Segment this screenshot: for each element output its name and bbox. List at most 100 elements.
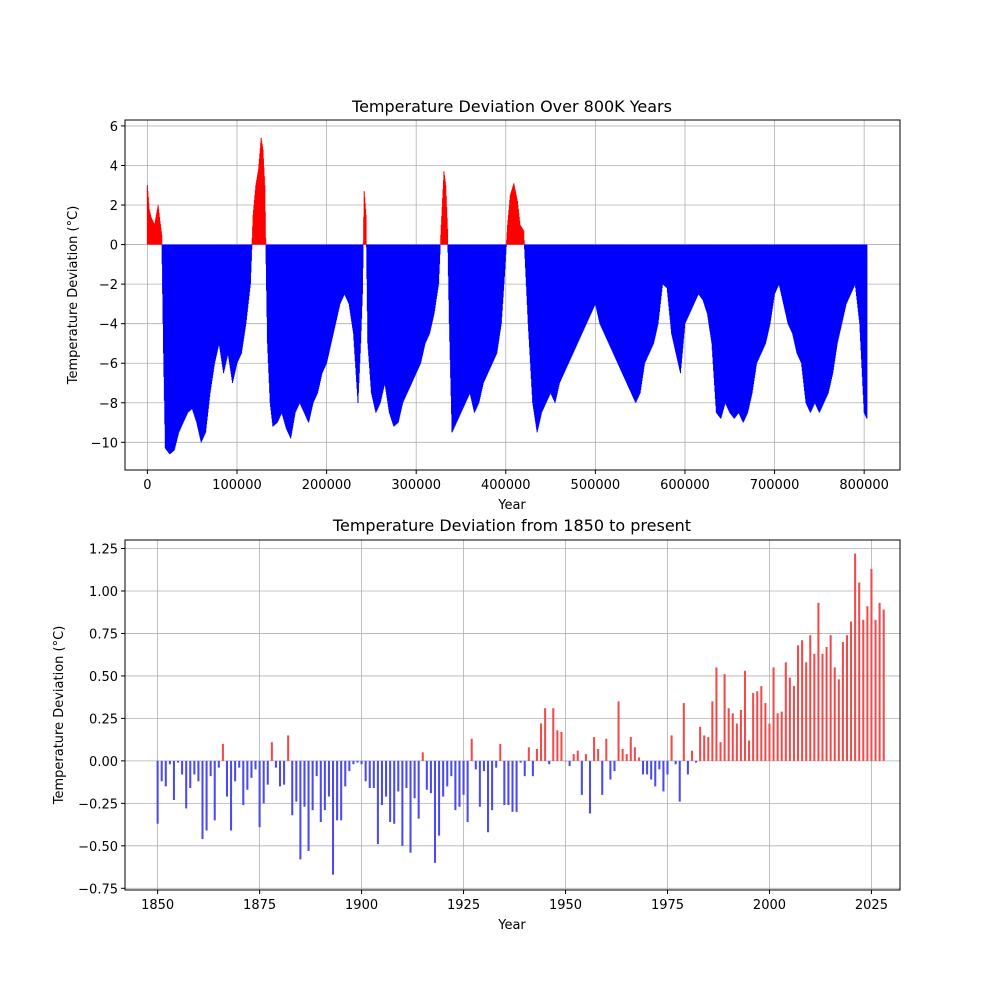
y-tick-label: −10 xyxy=(91,436,118,451)
bar xyxy=(833,667,836,761)
y-axis-label: Temperature Deviation (°C) xyxy=(66,206,81,386)
bar xyxy=(858,582,861,761)
bar xyxy=(327,760,330,797)
bar xyxy=(364,760,367,782)
bar xyxy=(177,760,180,763)
x-tick-label: 100000 xyxy=(212,478,262,493)
bar xyxy=(352,760,355,765)
bar xyxy=(674,760,677,765)
bar xyxy=(401,760,404,846)
bar xyxy=(654,760,657,787)
bar xyxy=(319,760,322,823)
bar xyxy=(283,760,286,785)
bar xyxy=(535,748,538,761)
x-tick-label: 500000 xyxy=(571,478,621,493)
bar xyxy=(340,760,343,821)
bar xyxy=(719,742,722,761)
bar xyxy=(372,760,375,789)
bar xyxy=(788,677,791,761)
bar xyxy=(221,743,224,761)
bar xyxy=(205,760,208,831)
bar xyxy=(368,760,371,789)
bar xyxy=(323,760,326,811)
bar xyxy=(866,606,869,761)
y-tick-label: 1.25 xyxy=(89,542,118,557)
bar xyxy=(588,760,592,814)
bar xyxy=(503,760,506,806)
y-tick-label: −0.75 xyxy=(78,882,118,897)
bar xyxy=(584,754,587,761)
bar xyxy=(678,760,681,802)
bar xyxy=(336,760,339,821)
bar xyxy=(462,760,465,795)
bar xyxy=(193,760,196,775)
bar xyxy=(246,760,249,790)
bar xyxy=(760,686,763,761)
bar xyxy=(197,760,200,782)
bar xyxy=(544,708,547,761)
x-tick-label: 1850 xyxy=(141,898,174,913)
x-tick-label: 2000 xyxy=(753,898,786,913)
plot-frame xyxy=(124,539,901,891)
bar xyxy=(421,752,424,761)
bar xyxy=(784,662,787,761)
bar xyxy=(617,701,620,761)
bar xyxy=(429,760,432,794)
bar xyxy=(446,760,449,787)
bar xyxy=(360,760,363,765)
y-axis-label: Temperature Deviation (°C) xyxy=(52,626,67,806)
y-tick-label: 0.75 xyxy=(89,627,118,642)
bar xyxy=(621,748,624,761)
bar xyxy=(540,723,543,761)
bar xyxy=(348,760,351,772)
x-tick-label: 1950 xyxy=(549,898,582,913)
bar xyxy=(478,760,481,807)
bar xyxy=(637,757,640,761)
bar xyxy=(238,760,241,768)
x-tick-label: 1925 xyxy=(447,898,480,913)
bar xyxy=(225,760,228,797)
chart-title: Temperature Deviation Over 800K Years xyxy=(351,97,672,116)
bar xyxy=(568,760,571,766)
bars xyxy=(156,553,885,875)
y-tick-label: 2 xyxy=(110,199,118,214)
x-tick-label: 300000 xyxy=(391,478,441,493)
bar xyxy=(699,726,702,761)
bar xyxy=(519,760,522,763)
bar xyxy=(780,711,783,761)
x-tick-label: 0 xyxy=(143,478,151,493)
bar xyxy=(413,760,416,799)
bar xyxy=(580,760,583,795)
bar xyxy=(491,760,494,811)
bar xyxy=(499,743,502,761)
x-tick-label: 700000 xyxy=(750,478,800,493)
bar xyxy=(629,737,632,761)
bar xyxy=(870,568,873,761)
y-tick-label: −8 xyxy=(99,397,118,412)
bar xyxy=(703,735,706,761)
bar xyxy=(695,760,698,763)
bar xyxy=(258,760,261,828)
bar xyxy=(817,602,820,761)
bar xyxy=(743,670,747,761)
y-tick-label: −2 xyxy=(99,278,118,293)
bar xyxy=(531,760,534,777)
bar xyxy=(560,731,563,761)
y-tick-label: −0.50 xyxy=(78,840,118,855)
bar xyxy=(209,760,212,777)
bar xyxy=(735,723,738,761)
bar xyxy=(850,621,853,761)
bar xyxy=(625,754,628,761)
bar xyxy=(393,760,396,824)
x-tick-label: 600000 xyxy=(660,478,710,493)
bar xyxy=(181,760,184,775)
bar xyxy=(682,703,685,761)
y-ticks: −0.75 −0.50 −0.25 0.00 0.25 0.50 0.75 1.00 1.25 xyxy=(78,542,125,897)
bar xyxy=(409,760,412,853)
y-tick-label: 1.00 xyxy=(89,585,118,600)
x-tick-label: 1900 xyxy=(345,898,378,913)
bar xyxy=(597,748,600,761)
bar xyxy=(417,760,420,819)
bar xyxy=(572,754,575,761)
